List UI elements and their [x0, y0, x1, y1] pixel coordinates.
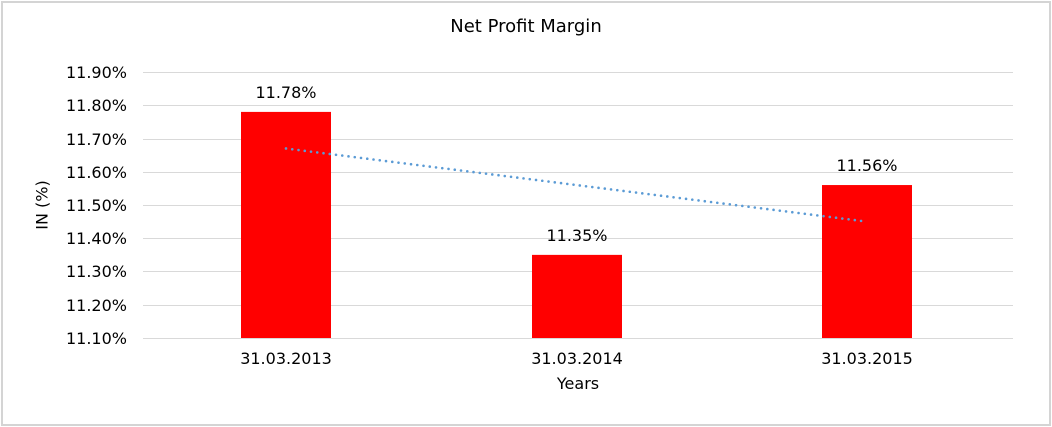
bar-data-label: 11.35%	[546, 226, 608, 245]
trendline	[284, 147, 869, 223]
y-axis-tick-label: 11.20%	[65, 296, 127, 315]
bar	[532, 254, 622, 338]
bar	[822, 185, 912, 338]
x-axis-category-label: 31.03.2013	[240, 349, 332, 368]
bar-data-label: 11.78%	[255, 83, 317, 102]
y-axis-tick-label: 11.90%	[65, 63, 127, 82]
y-axis-tick-label: 11.40%	[65, 229, 127, 248]
y-axis-tick-label: 11.10%	[65, 329, 127, 348]
bar	[241, 111, 331, 339]
y-axis-tick-label: 11.80%	[65, 96, 127, 115]
y-axis-tick-label: 11.70%	[65, 130, 127, 149]
y-axis-tick-label: 11.30%	[65, 262, 127, 281]
bar-data-label: 11.56%	[836, 156, 898, 175]
y-axis-tick-label: 11.50%	[65, 196, 127, 215]
chart-title: Net Profit Margin	[450, 16, 602, 37]
x-axis-category-label: 31.03.2015	[821, 349, 913, 368]
x-axis-title: Years	[556, 374, 600, 393]
y-axis-tick-label: 11.60%	[65, 163, 127, 182]
x-axis-category-label: 31.03.2014	[531, 349, 623, 368]
